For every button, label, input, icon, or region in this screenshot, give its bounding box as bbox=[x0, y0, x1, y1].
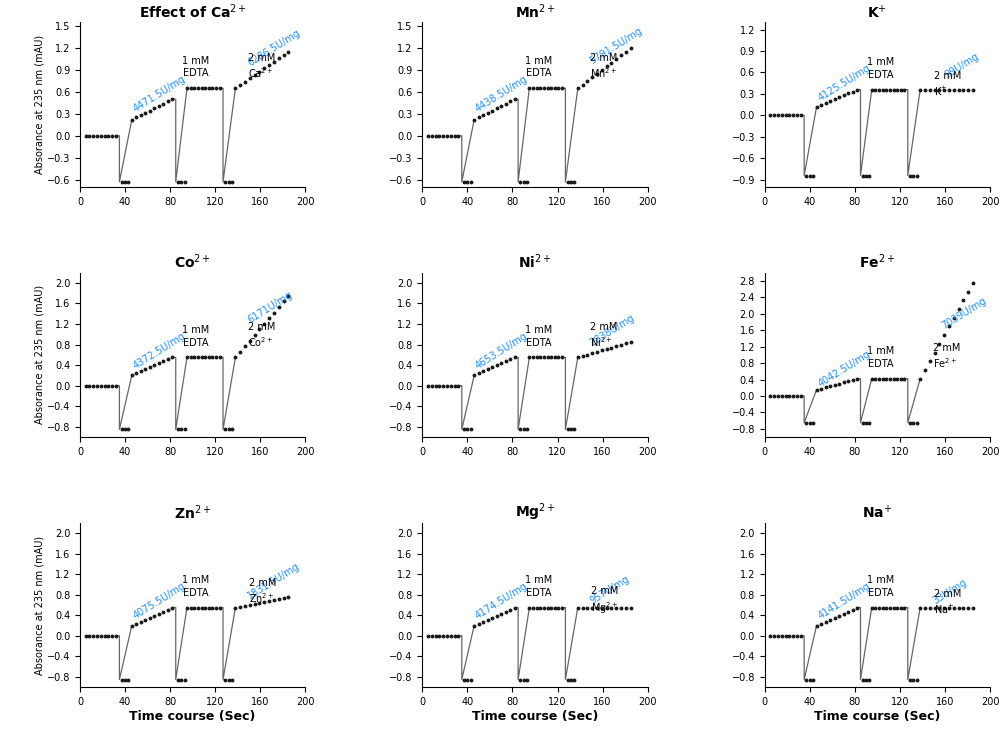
Title: Co$^{2+}$: Co$^{2+}$ bbox=[174, 252, 211, 271]
Text: 1 mM
EDTA: 1 mM EDTA bbox=[867, 575, 894, 598]
Text: 99U/mg: 99U/mg bbox=[943, 51, 981, 80]
Title: Mg$^{2+}$: Mg$^{2+}$ bbox=[515, 501, 555, 523]
Text: 1 mM
EDTA: 1 mM EDTA bbox=[525, 325, 552, 347]
Text: 1 mM
EDTA: 1 mM EDTA bbox=[867, 58, 894, 80]
Text: 4372.5U/mg: 4372.5U/mg bbox=[131, 331, 187, 371]
Title: Fe$^{2+}$: Fe$^{2+}$ bbox=[859, 252, 895, 271]
Text: 4042.5U/mg: 4042.5U/mg bbox=[816, 349, 872, 389]
Text: 1 mM
EDTA: 1 mM EDTA bbox=[525, 575, 552, 598]
Text: 6171U/mg: 6171U/mg bbox=[246, 290, 294, 325]
Text: 4125.5U/mg: 4125.5U/mg bbox=[816, 63, 872, 103]
Text: 2838U/mg: 2838U/mg bbox=[588, 313, 636, 348]
Title: Mn$^{2+}$: Mn$^{2+}$ bbox=[515, 3, 555, 21]
Text: 6286.5U/mg: 6286.5U/mg bbox=[246, 28, 302, 68]
Title: Zn$^{2+}$: Zn$^{2+}$ bbox=[174, 503, 211, 521]
Text: 1 mM
EDTA: 1 mM EDTA bbox=[867, 347, 894, 369]
Text: 1 mM
EDTA: 1 mM EDTA bbox=[525, 56, 552, 78]
Title: Na$^{+}$: Na$^{+}$ bbox=[862, 504, 892, 521]
Text: 33U/mg: 33U/mg bbox=[931, 577, 968, 606]
Text: 4075.5U/mg: 4075.5U/mg bbox=[131, 581, 187, 622]
Text: 2 mM
Na$^{+}$: 2 mM Na$^{+}$ bbox=[934, 589, 961, 616]
Text: 4438.5U/mg: 4438.5U/mg bbox=[473, 74, 529, 114]
Y-axis label: Absorance at 235 nm (mAU): Absorance at 235 nm (mAU) bbox=[34, 536, 44, 675]
Title: K$^{+}$: K$^{+}$ bbox=[867, 4, 887, 21]
Text: 4471.5U/mg: 4471.5U/mg bbox=[131, 74, 187, 114]
Y-axis label: Absorance at 235 nm (mAU): Absorance at 235 nm (mAU) bbox=[34, 285, 44, 424]
Text: 2 mM
Zn$^{2+}$: 2 mM Zn$^{2+}$ bbox=[249, 578, 276, 606]
Text: 1 mM
EDTA: 1 mM EDTA bbox=[182, 575, 210, 598]
Text: 2 mM
Co$^{2+}$: 2 mM Co$^{2+}$ bbox=[248, 322, 275, 349]
Text: 7039U/mg: 7039U/mg bbox=[940, 296, 988, 331]
Title: Effect of Ca$^{2+}$: Effect of Ca$^{2+}$ bbox=[139, 3, 247, 21]
Text: 2 mM
Mn$^{2+}$: 2 mM Mn$^{2+}$ bbox=[590, 53, 618, 80]
Y-axis label: Absorance at 235 nm (mAU): Absorance at 235 nm (mAU) bbox=[34, 35, 44, 174]
Text: 1 mM
EDTA: 1 mM EDTA bbox=[182, 56, 210, 78]
Text: 4141.5U/mg: 4141.5U/mg bbox=[816, 581, 872, 622]
Text: 4174.5U/mg: 4174.5U/mg bbox=[473, 581, 529, 622]
Text: 1831.5U/mg: 1831.5U/mg bbox=[246, 560, 302, 601]
Text: 4653.5U/mg: 4653.5U/mg bbox=[473, 331, 529, 371]
X-axis label: Time course (Sec): Time course (Sec) bbox=[472, 710, 598, 723]
Text: 2 mM
Mg$^{2+}$: 2 mM Mg$^{2+}$ bbox=[591, 586, 619, 616]
Text: 2 mM
Ni$^{2+}$: 2 mM Ni$^{2+}$ bbox=[590, 322, 618, 349]
Title: Ni$^{2+}$: Ni$^{2+}$ bbox=[518, 252, 552, 271]
Text: 1 mM
EDTA: 1 mM EDTA bbox=[182, 325, 210, 347]
Text: 2 mM
Ca$^{2+}$: 2 mM Ca$^{2+}$ bbox=[248, 53, 275, 80]
X-axis label: Time course (Sec): Time course (Sec) bbox=[129, 710, 256, 723]
X-axis label: Time course (Sec): Time course (Sec) bbox=[814, 710, 941, 723]
Text: 5791.5U/mg: 5791.5U/mg bbox=[588, 26, 644, 66]
Text: 2 mM
K$^{+}$: 2 mM K$^{+}$ bbox=[934, 72, 961, 98]
Text: 957U/mg: 957U/mg bbox=[588, 574, 631, 606]
Text: 2 mM
Fe$^{2+}$: 2 mM Fe$^{2+}$ bbox=[933, 343, 960, 371]
